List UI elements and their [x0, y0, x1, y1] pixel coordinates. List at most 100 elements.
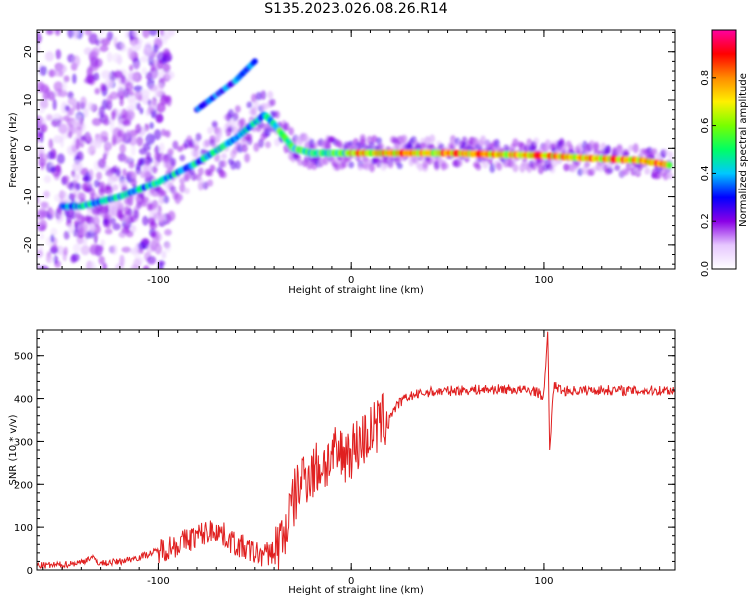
snr-panel: -100 0 100 0 100 200 300 400 500 Height of strai… — [8, 329, 676, 596]
heatmap-cell — [39, 233, 45, 240]
heatmap-cell — [75, 114, 83, 122]
heatmap-cell — [131, 144, 136, 156]
heatmap-cell — [50, 234, 55, 243]
heatmap-cell — [480, 135, 487, 146]
heatmap-cell — [103, 113, 109, 125]
heatmap-cell — [125, 230, 134, 238]
heatmap-cell — [167, 210, 176, 222]
heatmap-cell — [183, 187, 190, 195]
heatmap-cell — [155, 102, 166, 113]
heatmap-cell — [325, 142, 332, 152]
heatmap-cell — [146, 255, 157, 265]
heatmap-cell — [177, 146, 184, 153]
heatmap-cell — [48, 138, 54, 149]
heatmap-cell — [145, 109, 151, 117]
heatmap-cell — [63, 115, 70, 122]
heatmap-cell — [121, 108, 128, 119]
heatmap-cell — [37, 250, 44, 258]
heatmap-cell — [84, 30, 92, 36]
spectrogram-xtick-label: 0 — [348, 275, 354, 286]
heatmap-cell — [304, 153, 311, 163]
heatmap-cell — [429, 134, 436, 144]
heatmap-cell — [127, 47, 134, 60]
heatmap-cell — [109, 205, 116, 214]
heatmap-cell — [100, 130, 109, 140]
snr-xtick-label: -100 — [147, 576, 170, 587]
heatmap-cell — [110, 110, 116, 121]
heatmap-cell — [100, 82, 107, 92]
heatmap-cell — [128, 161, 135, 169]
heatmap-cell — [151, 165, 158, 174]
heatmap-cell — [72, 73, 77, 84]
heatmap-cell — [311, 143, 318, 152]
heatmap-cell — [119, 254, 125, 267]
heatmap-cell — [47, 151, 54, 160]
heatmap-cell — [53, 81, 64, 92]
heatmap-cell — [489, 163, 496, 173]
heatmap-cell — [63, 75, 70, 83]
heatmap-cell — [63, 230, 70, 240]
heatmap-cell — [38, 106, 46, 114]
heatmap-cell — [651, 148, 658, 156]
heatmap-cell — [177, 194, 184, 202]
heatmap-cell — [253, 100, 260, 111]
heatmap-cell — [165, 155, 172, 163]
heatmap-cell — [122, 168, 127, 177]
heatmap-cell — [131, 225, 137, 233]
heatmap-cell — [89, 244, 100, 256]
heatmap-cell — [239, 117, 246, 126]
heatmap-cell — [311, 162, 318, 170]
heatmap-cell — [93, 224, 101, 234]
heatmap-cell — [149, 221, 158, 230]
heatmap-cell — [246, 133, 253, 142]
heatmap-cell — [142, 215, 149, 226]
heatmap-cell — [129, 247, 140, 255]
heatmap-cell — [105, 221, 112, 229]
heatmap-cell — [94, 87, 101, 95]
heatmap-cell — [283, 122, 290, 131]
heatmap-cell — [56, 153, 65, 164]
heatmap-cell — [234, 160, 241, 170]
heatmap-cell — [150, 70, 158, 79]
heatmap-cell — [142, 265, 150, 269]
heatmap-cell — [537, 165, 544, 175]
heatmap-cell — [131, 30, 139, 38]
heatmap-cell — [63, 246, 68, 256]
heatmap-cell — [133, 85, 143, 92]
heatmap-cell — [99, 45, 109, 53]
heatmap-cell — [121, 246, 132, 253]
heatmap-cell — [375, 158, 382, 168]
heatmap-cell — [124, 222, 130, 232]
heatmap-cell — [144, 155, 151, 166]
heatmap-cell — [93, 179, 100, 188]
heatmap-cell — [106, 31, 114, 41]
heatmap-cell — [232, 112, 239, 122]
heatmap-cell — [39, 98, 49, 109]
heatmap-cell — [584, 160, 591, 168]
heatmap-cell — [159, 142, 165, 153]
heatmap-cell — [241, 144, 248, 153]
heatmap-cell — [145, 133, 156, 145]
heatmap-cell — [401, 134, 408, 143]
heatmap-cell — [119, 213, 126, 222]
heatmap-cell — [117, 90, 126, 100]
heatmap-cell — [137, 241, 146, 250]
heatmap-cell — [164, 70, 175, 80]
heatmap-cell — [129, 64, 134, 72]
heatmap-cell — [117, 129, 125, 138]
heatmap-cell — [75, 137, 80, 150]
figure-title: S135.2023.026.08.26.R14 — [264, 1, 448, 17]
heatmap-cell — [97, 158, 107, 169]
spectrogram-ytick-label: 0 — [23, 145, 34, 151]
heatmap-cell — [44, 51, 55, 62]
heatmap-cell — [125, 30, 130, 39]
heatmap-cell — [64, 105, 70, 112]
heatmap-cell — [512, 163, 519, 173]
heatmap-cell — [75, 101, 81, 111]
heatmap-cell — [122, 119, 132, 127]
heatmap-cell — [623, 151, 630, 158]
heatmap-cell — [52, 113, 62, 120]
heatmap-cell — [560, 143, 567, 151]
heatmap-cell — [89, 260, 97, 269]
heatmap-cell — [80, 135, 87, 142]
